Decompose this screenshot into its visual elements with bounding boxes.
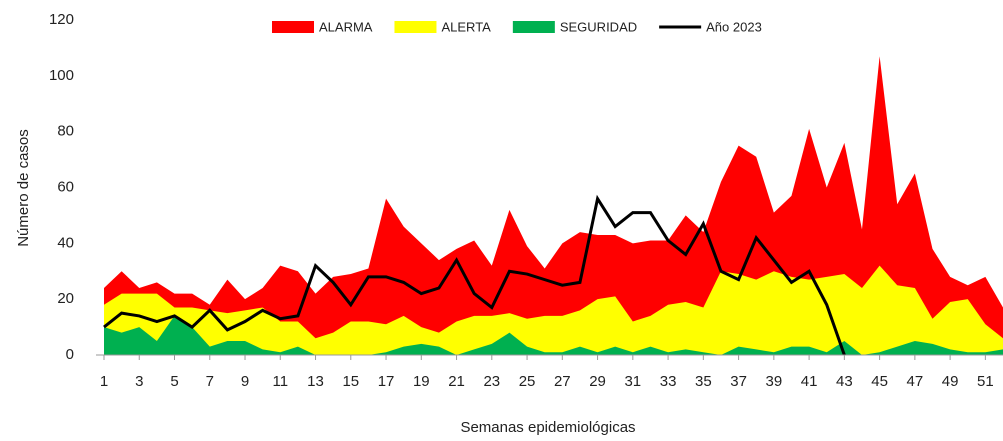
x-tick-label: 13: [307, 373, 324, 390]
x-tick-label: 47: [907, 373, 924, 390]
x-tick-label: 25: [519, 373, 536, 390]
x-tick-label: 9: [241, 373, 249, 390]
legend-label: ALERTA: [441, 19, 491, 34]
x-tick-label: 5: [170, 373, 178, 390]
x-tick-label: 3: [135, 373, 143, 390]
x-tick-label: 43: [836, 373, 853, 390]
legend-label: ALARMA: [319, 19, 373, 34]
x-tick-label: 51: [977, 373, 994, 390]
y-tick-label: 20: [57, 290, 74, 307]
y-tick-label: 60: [57, 178, 74, 195]
x-axis-title: Semanas epidemiológicas: [460, 419, 635, 436]
x-tick-label: 39: [765, 373, 782, 390]
x-tick-label: 17: [378, 373, 395, 390]
legend-label: SEGURIDAD: [560, 19, 637, 34]
y-tick-label: 100: [49, 67, 74, 84]
x-tick-label: 41: [801, 373, 818, 390]
x-tick-label: 35: [695, 373, 712, 390]
x-tick-label: 33: [660, 373, 677, 390]
x-tick-label: 11: [272, 373, 288, 390]
x-tick-label: 49: [942, 373, 959, 390]
legend-label: Año 2023: [706, 19, 762, 34]
legend-swatch: [512, 21, 555, 33]
x-tick-label: 7: [206, 373, 214, 390]
x-tick-label: 1: [100, 373, 108, 390]
y-tick-label: 40: [57, 234, 74, 251]
y-axis-title: Número de casos: [15, 129, 32, 247]
area: [104, 315, 1003, 355]
x-tick-label: 27: [554, 373, 571, 390]
x-tick-label: 21: [448, 373, 465, 390]
x-tick-label: 45: [871, 373, 888, 390]
y-tick-label: 80: [57, 123, 74, 140]
line: [103, 194, 846, 356]
x-tick-label: 31: [624, 373, 641, 390]
y-tick-label: 120: [49, 11, 74, 28]
legend-swatch: [272, 21, 314, 33]
y-tick-label: 0: [66, 346, 74, 363]
legend-swatch: [394, 21, 437, 33]
x-tick-label: 15: [342, 373, 359, 390]
x-tick-label: 23: [483, 373, 500, 390]
x-tick-label: 19: [413, 373, 430, 390]
area: [104, 265, 1003, 355]
x-tick-label: 29: [589, 373, 606, 390]
x-tick-label: 37: [730, 373, 747, 390]
